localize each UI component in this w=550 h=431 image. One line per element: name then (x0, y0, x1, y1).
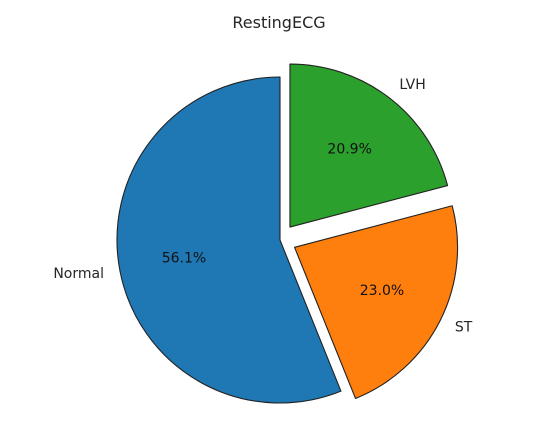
pie-slice-lvh (289, 63, 449, 228)
pie-slice-st (294, 205, 459, 400)
labels-layer: Normal 56.1% ST 23.0% LVH 20.9% (53, 77, 472, 336)
slice-percent-normal: 56.1% (162, 251, 206, 267)
slice-percent-lvh: 20.9% (327, 142, 371, 158)
slice-percent-st: 23.0% (360, 283, 404, 299)
pie-slice-normal (116, 76, 342, 404)
slices-layer (116, 63, 459, 404)
chart-title: RestingECG (232, 13, 325, 32)
slice-label-st: ST (455, 320, 473, 336)
slice-label-lvh: LVH (399, 77, 425, 93)
slice-label-normal: Normal (53, 266, 104, 282)
